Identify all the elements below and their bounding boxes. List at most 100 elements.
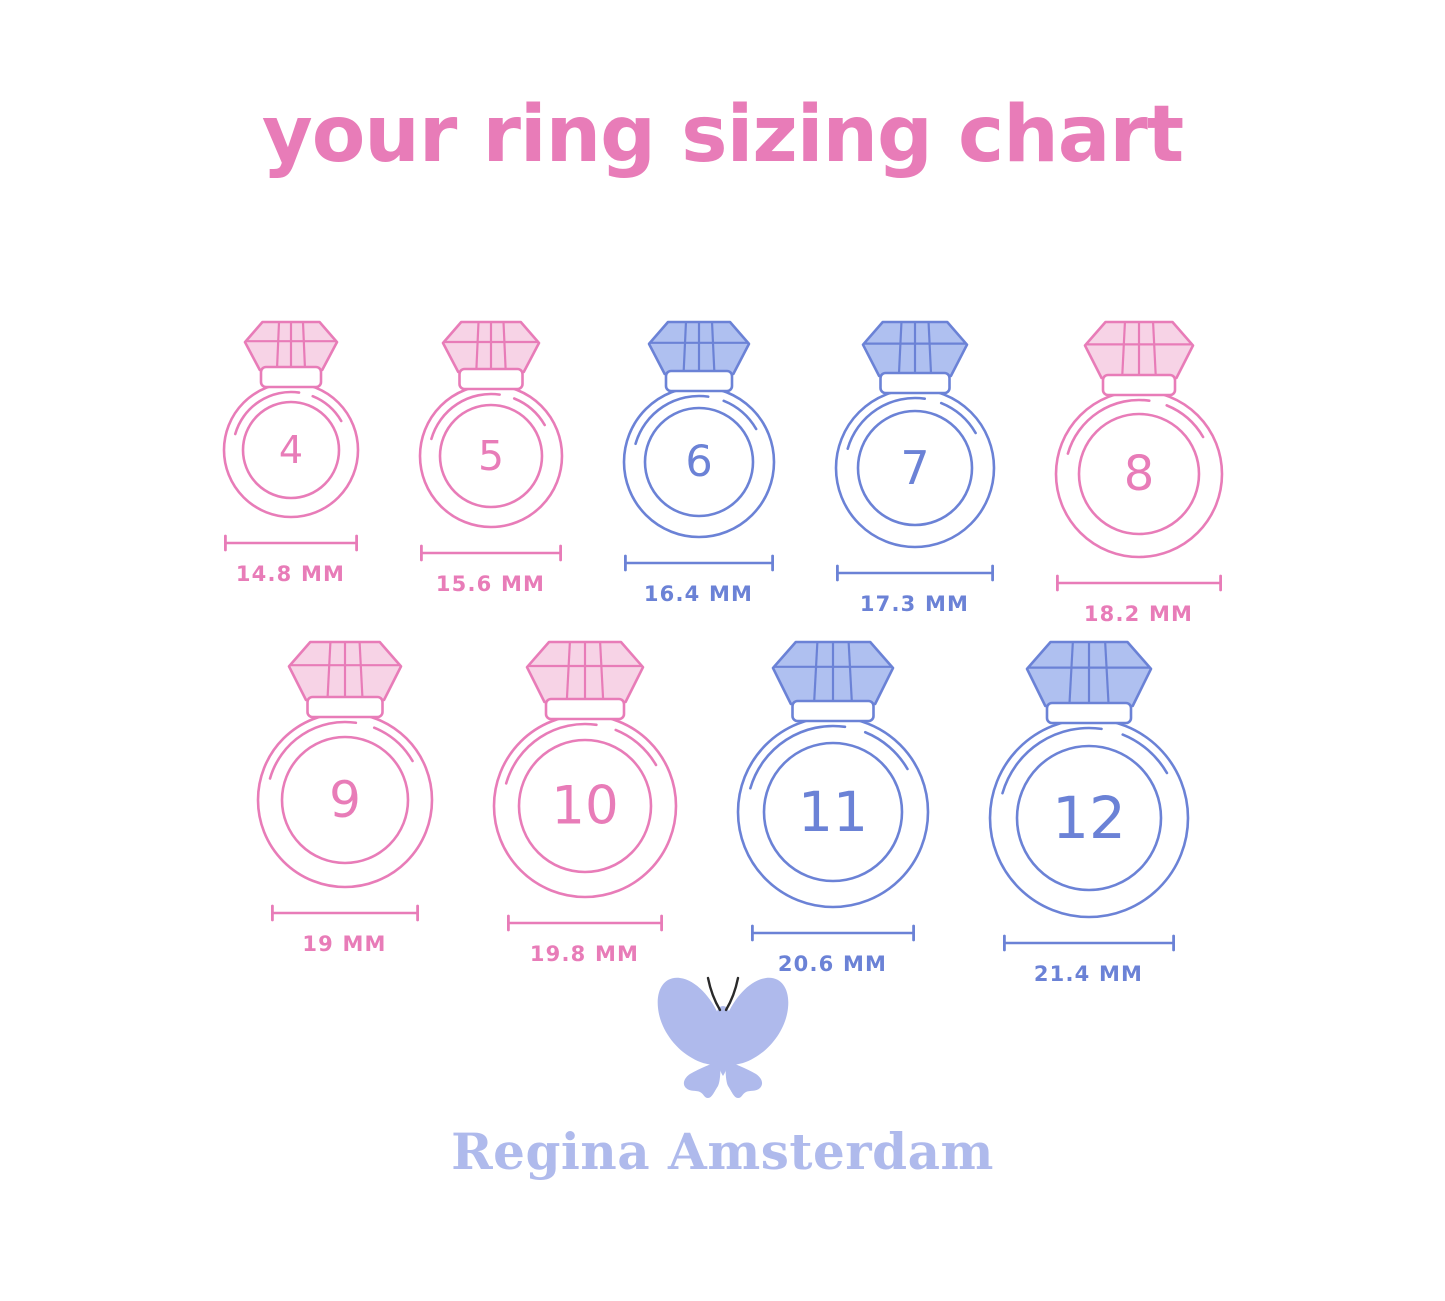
ring-illustration-size-11: 11	[736, 640, 929, 909]
ring-size-number: 5	[477, 432, 503, 480]
ring-shine-arc-long	[429, 392, 501, 441]
gem-facet-line	[1151, 321, 1157, 379]
ring-size-cell-5[interactable]: 5 15.6 MM	[411, 318, 571, 596]
ring-size-cell-4[interactable]: 4 14.8 MM	[215, 318, 367, 586]
ring-size-number: 8	[1123, 446, 1154, 502]
measurement-block: 14.8 MM	[223, 534, 358, 586]
ring-size-cell-9[interactable]: 9 19 MM	[249, 638, 441, 956]
ring-shine-arc-short	[613, 728, 657, 767]
gem-facet-line	[598, 641, 604, 703]
ring-size-number: 9	[329, 771, 361, 829]
measurement-block: 19.8 MM	[506, 914, 663, 966]
ring-row-two: 9 19 MM 10 19.8 MM	[0, 638, 1445, 986]
brand-block: Regina Amsterdam	[0, 972, 1445, 1181]
ring-shine-arc-long	[233, 390, 300, 436]
measurement-label: 17.3 MM	[859, 592, 970, 616]
ring-illustration-size-8: 8	[1054, 320, 1223, 559]
ring-shine-arc-long	[633, 394, 709, 446]
ring-shine-arc-long	[1000, 726, 1103, 795]
ring-shine-arc-long	[504, 722, 598, 785]
brand-name: Regina Amsterdam	[451, 1122, 994, 1181]
measurement-rule	[270, 904, 419, 922]
butterfly-icon	[634, 972, 812, 1104]
ring-shine-arc-short	[310, 394, 343, 423]
measurement-label: 19 MM	[302, 932, 387, 956]
gem-facet-line	[1120, 321, 1126, 379]
gem-facet-line	[565, 641, 571, 703]
measurement-rule	[623, 554, 774, 572]
gem-facet-line	[275, 321, 280, 371]
ring-size-cell-6[interactable]: 6 16.4 MM	[615, 318, 783, 606]
gem-facet-line	[301, 321, 306, 371]
ring-size-number: 12	[1052, 784, 1126, 852]
ring-illustration-size-7: 7	[834, 320, 995, 549]
measurement-label: 18.2 MM	[1083, 602, 1194, 626]
ring-inner-circle	[1077, 412, 1200, 536]
measurement-rule	[419, 544, 562, 562]
ring-shine-arc-short	[1120, 733, 1168, 775]
gem-collar	[457, 367, 524, 391]
ring-size-number: 11	[798, 780, 868, 844]
ring-size-cell-12[interactable]: 12 21.4 MM	[981, 638, 1197, 986]
ring-size-cell-10[interactable]: 10 19.8 MM	[485, 638, 685, 966]
ring-size-number: 4	[278, 428, 302, 472]
measurement-rule	[223, 534, 358, 552]
gem-facet-line	[812, 641, 818, 705]
measurement-block: 17.3 MM	[835, 564, 994, 616]
gem-collar	[1101, 373, 1176, 397]
ring-shine-arc-long	[748, 724, 846, 790]
gem-collar	[664, 369, 733, 393]
gem-facet-line	[474, 321, 480, 373]
measurement-block: 16.4 MM	[623, 554, 774, 606]
ring-shine-arc-short	[372, 726, 414, 763]
ring-size-number: 7	[900, 441, 929, 495]
ring-inner-circle	[517, 738, 652, 874]
ring-shine-arc-short	[863, 730, 909, 771]
measurement-rule	[1002, 934, 1175, 952]
measurement-rule	[835, 564, 994, 582]
gem-facet-line	[357, 641, 364, 701]
ring-size-number: 10	[551, 776, 618, 837]
ring-illustration-size-10: 10	[492, 640, 677, 899]
ring-size-cell-7[interactable]: 7 17.3 MM	[827, 318, 1003, 616]
gem-facet-line	[1103, 641, 1110, 707]
measurement-label: 15.6 MM	[435, 572, 546, 596]
ring-shine-arc-short	[939, 401, 977, 435]
gem-collar	[878, 371, 951, 395]
ring-shine-arc-short	[512, 397, 546, 427]
measurement-label: 19.8 MM	[529, 942, 640, 966]
ring-size-cell-11[interactable]: 11 20.6 MM	[729, 638, 937, 976]
gem-collar	[1045, 701, 1132, 725]
gem-facet-line	[926, 321, 932, 377]
gem-facet-line	[501, 321, 507, 373]
gem-facet-line	[710, 321, 716, 375]
measurement-block: 18.2 MM	[1055, 574, 1222, 626]
ring-illustration-size-5: 5	[418, 320, 563, 529]
measurement-rule	[750, 924, 915, 942]
ring-illustration-size-9: 9	[256, 640, 433, 889]
ring-shine-arc-long	[1066, 398, 1151, 455]
gem-collar	[790, 699, 875, 723]
gem-collar	[544, 697, 625, 721]
ring-shine-arc-long	[845, 396, 926, 451]
ring-size-number: 6	[685, 437, 712, 487]
ring-illustration-size-12: 12	[988, 640, 1189, 919]
measurement-block: 21.4 MM	[1002, 934, 1175, 986]
ring-illustration-size-4: 4	[222, 320, 359, 519]
gem-facet-line	[325, 641, 332, 701]
gem-facet-line	[1067, 641, 1074, 707]
measurement-label: 14.8 MM	[235, 562, 346, 586]
ring-size-cell-8[interactable]: 8 18.2 MM	[1047, 318, 1231, 626]
ring-inner-circle	[241, 400, 340, 500]
measurement-label: 21.4 MM	[1033, 962, 1144, 986]
measurement-block: 20.6 MM	[750, 924, 915, 976]
ring-inner-circle	[280, 735, 409, 865]
measurement-block: 15.6 MM	[419, 544, 562, 596]
measurement-label: 20.6 MM	[777, 952, 888, 976]
ring-inner-circle	[438, 403, 543, 509]
gem-facet-line	[681, 321, 687, 375]
ring-row-one: 4 14.8 MM 5 15.6 MM	[0, 318, 1445, 626]
gem-facet-line	[847, 641, 853, 705]
gem-collar	[305, 695, 384, 719]
